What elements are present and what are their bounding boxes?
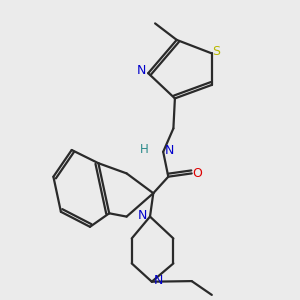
Text: S: S xyxy=(212,45,220,58)
Text: N: N xyxy=(154,274,163,287)
Text: H: H xyxy=(140,143,148,156)
Text: O: O xyxy=(192,167,202,180)
Text: N: N xyxy=(138,208,147,222)
Text: N: N xyxy=(136,64,146,77)
Text: N: N xyxy=(164,144,174,158)
